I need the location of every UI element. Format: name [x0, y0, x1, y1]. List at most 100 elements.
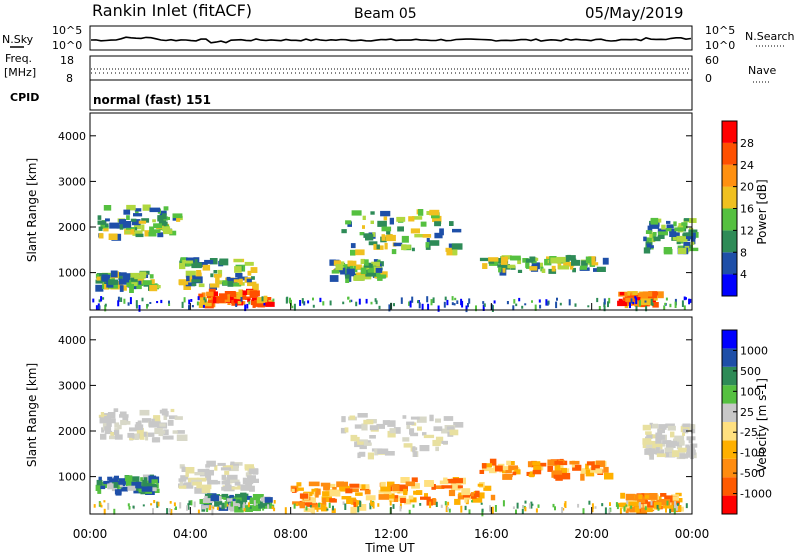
velocity-ground-cell: [173, 502, 176, 507]
power-colorbar-swatch: [722, 186, 737, 209]
velocity-cell: [112, 482, 119, 488]
power-cell: [139, 278, 145, 284]
velocity-cell: [404, 498, 412, 505]
noise-left-tick-low: 10^0: [52, 39, 82, 52]
power-cell: [213, 273, 222, 278]
velocity-ground-cell: [448, 508, 451, 513]
power-cell: [689, 247, 699, 252]
power-ground-cell: [688, 298, 691, 305]
power-cell: [572, 267, 576, 273]
velocity-cell: [238, 500, 244, 508]
power-ground-cell: [135, 305, 138, 309]
velocity-cell: [113, 408, 119, 412]
power-cell: [234, 266, 242, 273]
velocity-cell: [664, 447, 674, 454]
noise-left-tick-high: 10^5: [52, 24, 82, 37]
velocity-ground-cell: [309, 505, 312, 508]
velocity-ground-cell: [238, 505, 241, 510]
velocity-ground-cell: [168, 508, 171, 513]
power-colorbar-swatch: [722, 142, 737, 165]
power-cell: [350, 249, 356, 256]
power-cell: [254, 300, 265, 307]
velocity-ground-cell: [609, 502, 611, 506]
velocity-cell: [666, 443, 676, 448]
velocity-cell: [316, 488, 321, 495]
power-cell: [233, 298, 241, 303]
velocity-cell: [416, 490, 423, 495]
power-cell: [666, 220, 671, 224]
power-ground-cell: [293, 303, 296, 311]
velocity-cell: [147, 432, 155, 437]
velocity-ground-cell: [594, 506, 597, 509]
velocity-cell: [151, 418, 155, 423]
velocity-cell: [413, 451, 417, 457]
velocity-cell: [185, 467, 195, 474]
velocity-cell: [689, 443, 698, 448]
velocity-cell: [423, 434, 435, 439]
power-ground-cell: [453, 303, 456, 306]
velocity-cell: [645, 508, 653, 513]
power-cell: [377, 274, 387, 279]
power-cell: [103, 228, 109, 232]
velocity-ground-cell: [445, 505, 448, 513]
velocity-cell: [223, 477, 228, 484]
velocity-cell: [237, 483, 241, 490]
velocity-cell: [672, 450, 679, 457]
power-cell: [144, 230, 151, 237]
power-cell: [233, 291, 243, 297]
power-cell: [364, 259, 369, 266]
power-ground-cell: [370, 301, 373, 305]
velocity-cell: [585, 463, 589, 470]
velocity-cell: [359, 439, 368, 443]
velocity-ground-cell: [491, 506, 494, 514]
power-ground-cell: [301, 298, 304, 304]
velocity-cell: [685, 445, 695, 451]
velocity-ground-cell: [677, 504, 680, 511]
velocity-cell: [667, 425, 676, 431]
velocity-cell: [506, 460, 511, 466]
velocity-cell: [420, 496, 431, 500]
power-cell: [676, 239, 681, 245]
velocity-cell: [642, 424, 651, 431]
power-cell: [567, 254, 571, 260]
velocity-cell: [377, 448, 389, 454]
power-cell: [365, 234, 374, 241]
power-ground-cell: [683, 296, 686, 301]
power-cell: [345, 274, 350, 279]
velocity-region-0: [98, 408, 188, 443]
velocity-ground-cell: [316, 506, 319, 512]
power-ground-cell: [644, 300, 647, 303]
power-ground-cell: [685, 297, 687, 300]
power-cell: [346, 268, 355, 276]
power-ground-cell: [645, 305, 648, 312]
power-colorbar-tick-label: 8: [740, 246, 747, 259]
velocity-ground-cell: [615, 502, 618, 507]
cpid-value: normal (fast) 151: [93, 93, 211, 107]
velocity-cell: [139, 409, 150, 416]
velocity-region-6: [378, 477, 496, 506]
power-cell: [227, 280, 234, 287]
power-cell: [680, 248, 685, 254]
power-cell: [370, 211, 375, 215]
power-cell: [569, 265, 574, 270]
velocity-cell: [592, 461, 599, 466]
velocity-cell: [424, 480, 434, 487]
velocity-cell: [104, 430, 113, 435]
power-cell: [109, 222, 120, 229]
velocity-cell: [435, 418, 441, 423]
velocity-cell: [107, 412, 116, 419]
velocity-cell: [120, 486, 128, 492]
velocity-ground-cell: [516, 502, 519, 509]
power-panel: 4000 3000 2000 1000: [58, 112, 699, 313]
velocity-cell: [308, 481, 320, 487]
velocity-cell: [340, 427, 347, 434]
velocity-cell: [603, 466, 609, 473]
velocity-cell: [357, 452, 361, 459]
velocity-cell: [417, 426, 422, 431]
velocity-region-7: [479, 458, 614, 481]
velocity-ground-cell: [399, 506, 402, 512]
power-cell: [408, 216, 415, 222]
velocity-cell: [180, 475, 189, 480]
velocity-cell: [355, 436, 360, 444]
velocity-cell: [478, 492, 485, 499]
